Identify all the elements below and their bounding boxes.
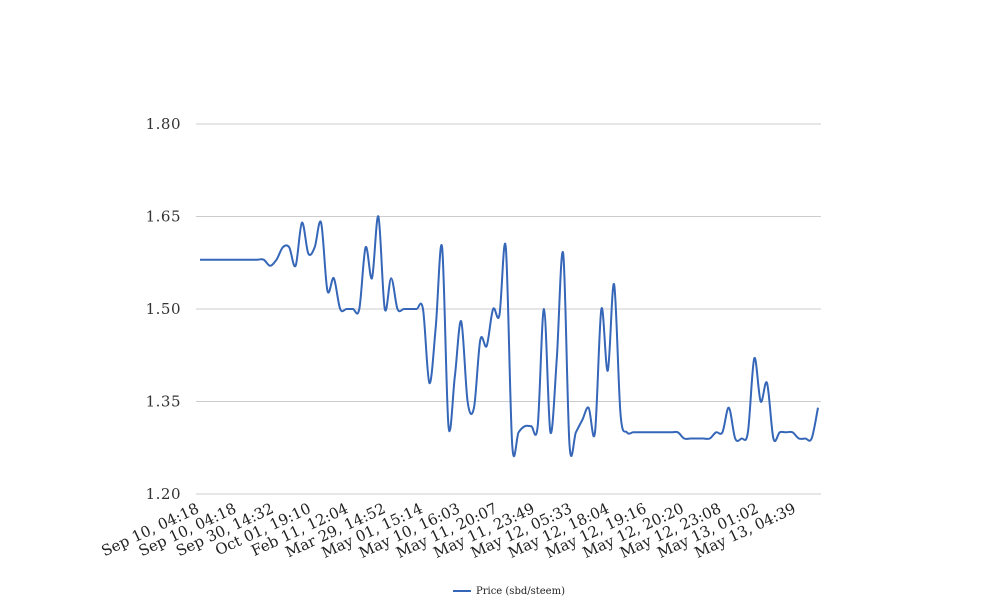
series-line-price [200, 215, 819, 457]
y-tick-label: 1.50 [146, 300, 181, 318]
y-tick-label: 1.65 [146, 208, 181, 226]
y-tick-label: 1.20 [146, 485, 181, 503]
y-axis-tick-labels: 1.80 1.65 1.50 1.35 1.20 [146, 115, 181, 503]
y-tick-label: 1.80 [146, 115, 181, 133]
legend: Price (sbd/steem) [453, 586, 565, 597]
series-lines [200, 215, 819, 457]
y-tick-label: 1.35 [146, 393, 181, 411]
legend-label: Price (sbd/steem) [476, 586, 565, 597]
